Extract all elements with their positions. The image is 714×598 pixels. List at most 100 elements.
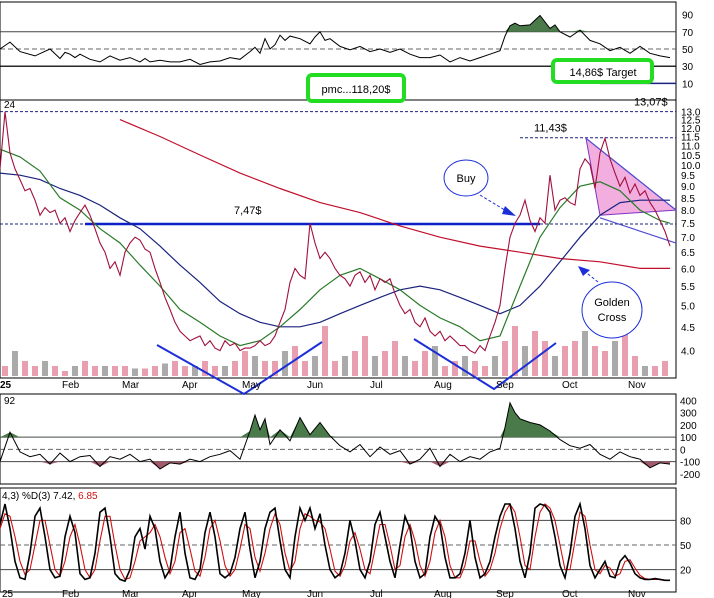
stochastic-panel: 80 50 20 4,3) %D(3) 7.42, 6.85 25 Feb Mar Apr Ma…: [0, 491, 692, 598]
volume-bar: [252, 356, 258, 376]
volume-bar: [322, 326, 328, 376]
price-y-tick-label: 13.0: [681, 108, 701, 119]
volume-bar: [122, 366, 128, 376]
rsi-y-tick-label: 50: [682, 45, 694, 56]
stoch-header-text: 4,3) %D(3) 7.42,: [2, 491, 78, 502]
price-y-tick-label: 7.0: [681, 233, 695, 244]
volume-bar: [12, 351, 18, 376]
volume-bar: [402, 356, 408, 376]
volume-bar: [302, 361, 308, 376]
price-x-tick-label: Aug: [434, 380, 452, 391]
price-y-tick-label: 8.5: [681, 194, 695, 205]
volume-bar: [192, 366, 198, 376]
panel-frame-3: [0, 487, 677, 593]
rsi-y-tick-label: 70: [682, 28, 694, 39]
volume-bar: [532, 331, 538, 376]
price-top-left-label: 24: [4, 100, 16, 111]
price-x-tick-label: Sep: [496, 380, 514, 391]
volume-bar: [352, 351, 358, 376]
volume-bar: [652, 366, 658, 376]
buy-arrow-line: [479, 194, 509, 213]
volume-bar: [2, 366, 8, 376]
price-x-tick-label: Jun: [307, 380, 323, 391]
price-y-tick-label: 6.0: [681, 264, 695, 275]
price-y-tick-label: 6.5: [681, 248, 695, 259]
volume-bar: [572, 341, 578, 376]
golden-cross-label-line1: Golden: [594, 297, 629, 309]
level-label-high: 13,07$: [634, 97, 668, 109]
volume-bar: [472, 361, 478, 376]
stoch-x-tick-label: Oct: [562, 589, 578, 598]
volume-bar: [52, 366, 58, 376]
stoch-x-tick-label: Jun: [307, 589, 323, 598]
price-x-tick-label: Jul: [370, 380, 383, 391]
volume-bar: [212, 366, 218, 376]
stoch-x-tick-label: Jul: [370, 589, 383, 598]
cci-y-tick-label: 400: [680, 396, 697, 407]
volume-bar: [502, 341, 508, 376]
volume-bar: [392, 341, 398, 376]
series-ma-mid: [0, 172, 670, 328]
volume-bar: [262, 361, 268, 376]
v-pattern-left: [156, 341, 323, 396]
volume-bar: [582, 331, 588, 376]
volume-bar: [562, 346, 568, 376]
volume-bar: [102, 366, 108, 376]
panel-frame-2: [0, 393, 677, 485]
golden-cross-label-line2: Cross: [598, 312, 627, 324]
volume-bar: [552, 356, 558, 376]
volume-bar: [422, 351, 428, 376]
stoch-y-tick-label: 80: [680, 516, 692, 527]
volume-bar: [522, 346, 528, 376]
price-y-tick-label: 11.5: [681, 133, 700, 144]
pmc-box: pmc...118,20$: [306, 73, 406, 103]
volume-bar: [312, 356, 318, 376]
golden-cross-arrow-head: [578, 266, 590, 276]
stoch-y-tick-label: 50: [680, 541, 692, 552]
cci-overbought-fill: [0, 402, 670, 438]
stoch-series-K: [0, 501, 670, 583]
volume-bar: [592, 346, 598, 376]
stoch-x-tick-label: Sep: [496, 589, 514, 598]
price-y-tick-label: 4.5: [681, 323, 695, 334]
v-pattern-right: [413, 338, 557, 391]
volume-bar: [32, 366, 38, 376]
price-y-tick-label: 5.0: [681, 301, 695, 312]
volume-bar: [622, 316, 628, 376]
stoch-x-tick-label: Apr: [182, 589, 198, 598]
series-ma-long: [119, 119, 670, 269]
volume-bar: [492, 356, 498, 376]
level-label-resistance: 7,47$: [234, 205, 262, 217]
panel-frame-1: [0, 99, 677, 379]
volume-bar: [542, 341, 548, 376]
volume-bar: [112, 366, 118, 376]
volume-bar: [462, 356, 468, 376]
golden-cross-bubble: [581, 281, 643, 339]
volume-bar: [382, 351, 388, 376]
pennant-lower-line: [599, 217, 677, 244]
volume-bar: [412, 361, 418, 376]
volume-bar: [612, 341, 618, 376]
price-y-tick-label: 12.5: [681, 116, 701, 127]
volume-bar: [152, 366, 158, 376]
rsi-y-tick-label: 90: [682, 11, 694, 22]
price-x-tick-label: Feb: [62, 380, 80, 391]
volume-bar: [642, 366, 648, 376]
rsi-overbought-fill: [0, 15, 670, 32]
price-y-tick-label: 12.0: [681, 124, 701, 135]
stoch-x-tick-label: Nov: [628, 589, 646, 598]
volume-bar: [662, 361, 668, 376]
volume-bar: [452, 361, 458, 376]
volume-bar: [142, 368, 148, 376]
stoch-x-tick-label: 25: [2, 589, 14, 598]
stoch-x-tick-label: Mar: [122, 589, 140, 598]
volume-bar: [202, 361, 208, 376]
price-x-tick-label: 25: [0, 380, 12, 391]
price-y-tick-label: 7.5: [681, 219, 695, 230]
cci-y-tick-label: 200: [680, 421, 697, 432]
price-y-tick-label: 10.5: [681, 151, 701, 162]
cci-y-tick-label: -100: [680, 458, 700, 469]
volume-bar: [72, 366, 78, 376]
